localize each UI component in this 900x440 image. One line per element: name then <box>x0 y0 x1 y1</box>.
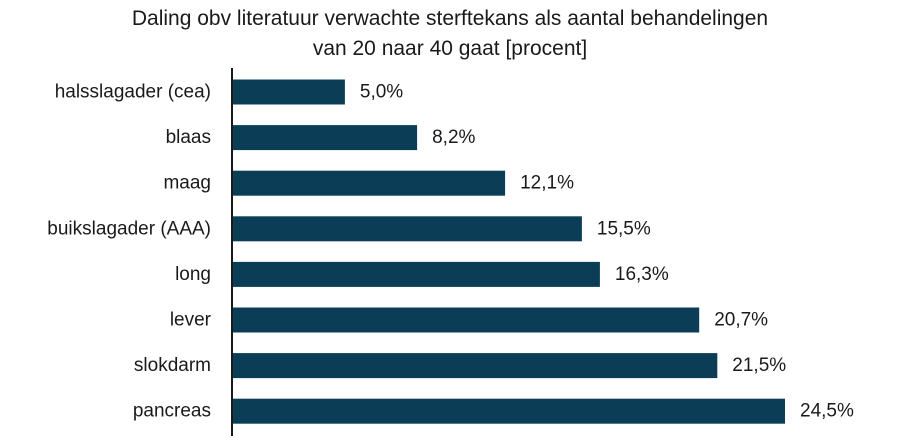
chart-title: Daling obv literatuur verwachte sterftek… <box>0 4 900 64</box>
category-label-0: halsslagader (cea) <box>55 82 211 103</box>
category-label-7: pancreas <box>133 401 211 422</box>
value-label-0: 5,0% <box>360 82 403 103</box>
value-label-3: 15,5% <box>597 218 651 239</box>
bar-0 <box>232 79 345 105</box>
bar-2 <box>232 170 506 196</box>
category-label-4: long <box>175 264 211 285</box>
bar-6 <box>232 353 718 379</box>
value-label-5: 20,7% <box>714 310 768 331</box>
value-label-7: 24,5% <box>800 401 854 422</box>
bar-7 <box>232 398 785 424</box>
bar-4 <box>232 261 600 287</box>
bar-3 <box>232 216 582 242</box>
category-label-5: lever <box>170 310 212 331</box>
bar-5 <box>232 307 700 333</box>
value-label-2: 12,1% <box>520 173 574 194</box>
chart-title-line-2: van 20 naar 40 gaat [procent] <box>312 37 588 60</box>
category-label-1: blaas <box>166 127 211 148</box>
category-label-6: slokdarm <box>134 355 211 376</box>
category-label-2: maag <box>163 173 211 194</box>
value-label-1: 8,2% <box>432 127 475 148</box>
category-label-3: buikslagader (AAA) <box>47 218 211 239</box>
value-label-4: 16,3% <box>615 264 669 285</box>
chart-title-line-1: Daling obv literatuur verwachte sterftek… <box>131 7 769 30</box>
bar-1 <box>232 125 418 151</box>
value-label-6: 21,5% <box>732 355 786 376</box>
